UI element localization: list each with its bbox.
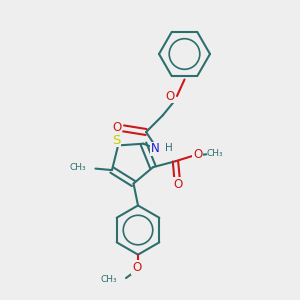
Text: O: O: [112, 121, 122, 134]
Text: S: S: [112, 134, 121, 147]
Text: O: O: [173, 178, 182, 191]
Text: H: H: [165, 143, 173, 153]
Text: O: O: [193, 148, 202, 161]
Text: N: N: [151, 142, 160, 155]
Text: CH₃: CH₃: [206, 149, 223, 158]
Text: O: O: [132, 261, 141, 274]
Text: CH₃: CH₃: [69, 163, 86, 172]
Text: O: O: [166, 89, 175, 103]
Text: CH₃: CH₃: [101, 275, 118, 284]
